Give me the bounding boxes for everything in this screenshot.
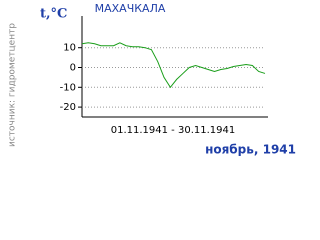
period: ноябрь, 1941 <box>205 143 296 157</box>
y-tick-label: 0 <box>70 63 76 74</box>
y-tick-label: 10 <box>63 43 76 54</box>
x-axis-label: 01.11.1941 - 30.11.1941 <box>111 125 235 136</box>
chart-title: МАХАЧКАЛА <box>95 2 166 15</box>
source: источник: гидрометцентр <box>8 23 18 147</box>
y-tick-label: -20 <box>60 102 76 113</box>
line <box>81 42 266 89</box>
y-tick-label: -10 <box>60 82 76 93</box>
y-axis-label: t,°C <box>40 7 67 22</box>
chart: МАХАЧКАЛА t,°C источник: гидрометцентр 0… <box>8 2 297 157</box>
